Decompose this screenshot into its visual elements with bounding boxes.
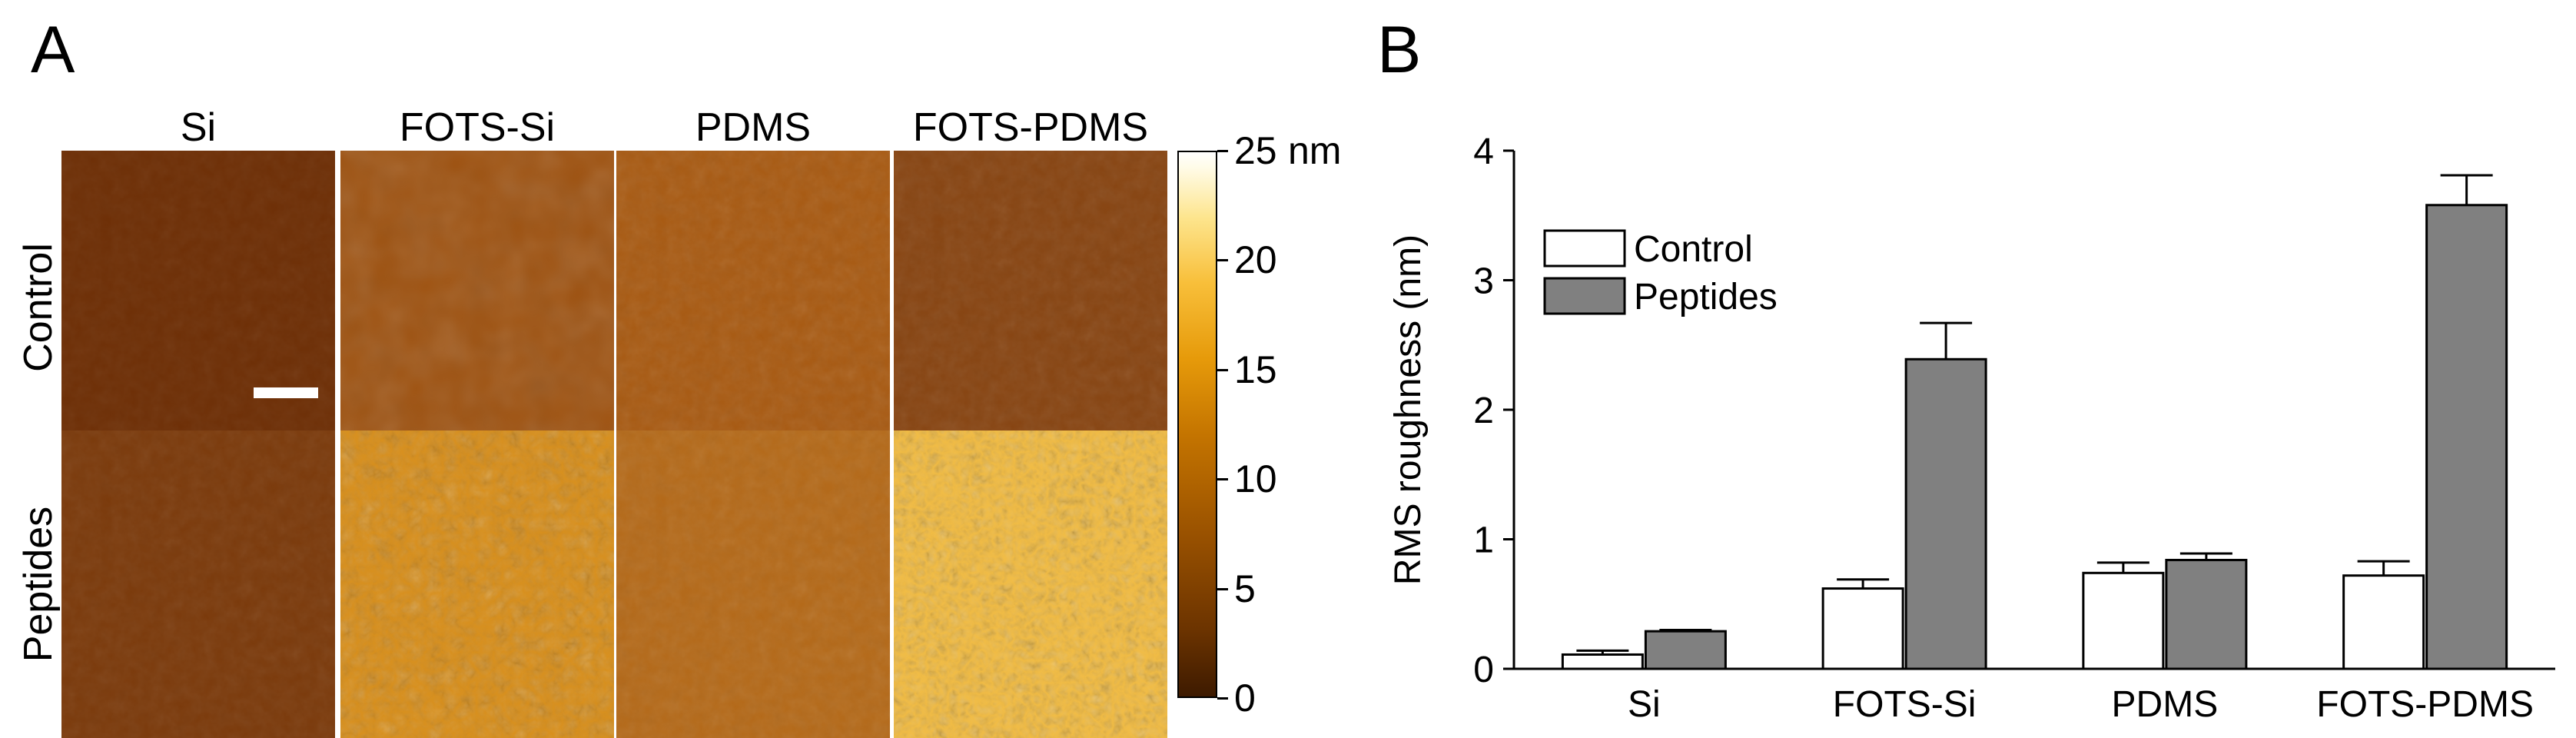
x-tick-label: FOTS-PDMS bbox=[2316, 684, 2534, 725]
legend-swatch-peptides bbox=[1543, 277, 1626, 315]
y-axis-label: RMS roughness (nm) bbox=[1388, 234, 1429, 585]
x-tick-label: Si bbox=[1628, 684, 1661, 725]
bar-peptides-fots-si bbox=[1904, 357, 1987, 670]
bar-peptides-si bbox=[1644, 630, 1727, 670]
colorbar-tick-label: 15 bbox=[1234, 347, 1277, 391]
legend-label-peptides: Peptides bbox=[1634, 277, 1778, 317]
y-tick-label: 1 bbox=[1473, 520, 1494, 561]
afm-image-fots-pdms-peptides bbox=[894, 430, 1167, 738]
bar-peptides-fots-pdms bbox=[2425, 204, 2508, 670]
afm-image-fots-pdms-control bbox=[894, 151, 1167, 458]
column-label-fots-pdms: FOTS-PDMS bbox=[912, 105, 1149, 150]
colorbar-tick-label: 0 bbox=[1234, 676, 1256, 720]
colorbar-tick bbox=[1217, 587, 1228, 590]
y-tick-label: 2 bbox=[1473, 391, 1494, 431]
colorbar-tick bbox=[1217, 150, 1228, 152]
afm-image-fots-si-peptides bbox=[340, 430, 614, 738]
bar-peptides-pdms bbox=[2165, 558, 2248, 670]
y-tick-label: 3 bbox=[1473, 261, 1494, 302]
bar-control-pdms bbox=[2082, 571, 2165, 670]
x-tick-label: PDMS bbox=[2112, 684, 2219, 725]
colorbar-tick-label: 20 bbox=[1234, 238, 1277, 282]
colorbar-tick bbox=[1217, 697, 1228, 700]
y-tick-label: 0 bbox=[1473, 650, 1494, 690]
colorbar-tick-label: 10 bbox=[1234, 457, 1277, 501]
bar-control-fots-si bbox=[1821, 587, 1904, 670]
afm-image-pdms-peptides bbox=[616, 430, 890, 738]
colorbar-tick-label: 25 bbox=[1234, 129, 1277, 172]
afm-image-si-control bbox=[61, 151, 335, 458]
colorbar-tick bbox=[1217, 368, 1228, 371]
x-tick-label: FOTS-Si bbox=[1833, 684, 1977, 725]
scale-bar bbox=[254, 387, 318, 398]
y-tick-label: 4 bbox=[1473, 131, 1494, 172]
afm-image-fots-si-control bbox=[340, 151, 614, 458]
bar-control-si bbox=[1561, 653, 1644, 670]
panel-a-letter: A bbox=[31, 13, 75, 87]
column-label-fots-si: FOTS-Si bbox=[399, 105, 556, 150]
legend-swatch-control bbox=[1543, 229, 1626, 268]
afm-image-pdms-control bbox=[616, 151, 890, 458]
colorbar bbox=[1177, 151, 1217, 698]
bar-control-fots-pdms bbox=[2342, 574, 2425, 670]
afm-image-si-peptides bbox=[61, 430, 335, 738]
colorbar-tick bbox=[1217, 259, 1228, 262]
colorbar-unit: nm bbox=[1288, 129, 1342, 172]
colorbar-tick-label: 5 bbox=[1234, 567, 1256, 610]
colorbar-tick bbox=[1217, 478, 1228, 481]
column-label-si: Si bbox=[180, 105, 217, 150]
column-label-pdms: PDMS bbox=[695, 105, 812, 150]
panel-b-letter: B bbox=[1377, 13, 1422, 87]
legend-label-control: Control bbox=[1634, 229, 1753, 270]
